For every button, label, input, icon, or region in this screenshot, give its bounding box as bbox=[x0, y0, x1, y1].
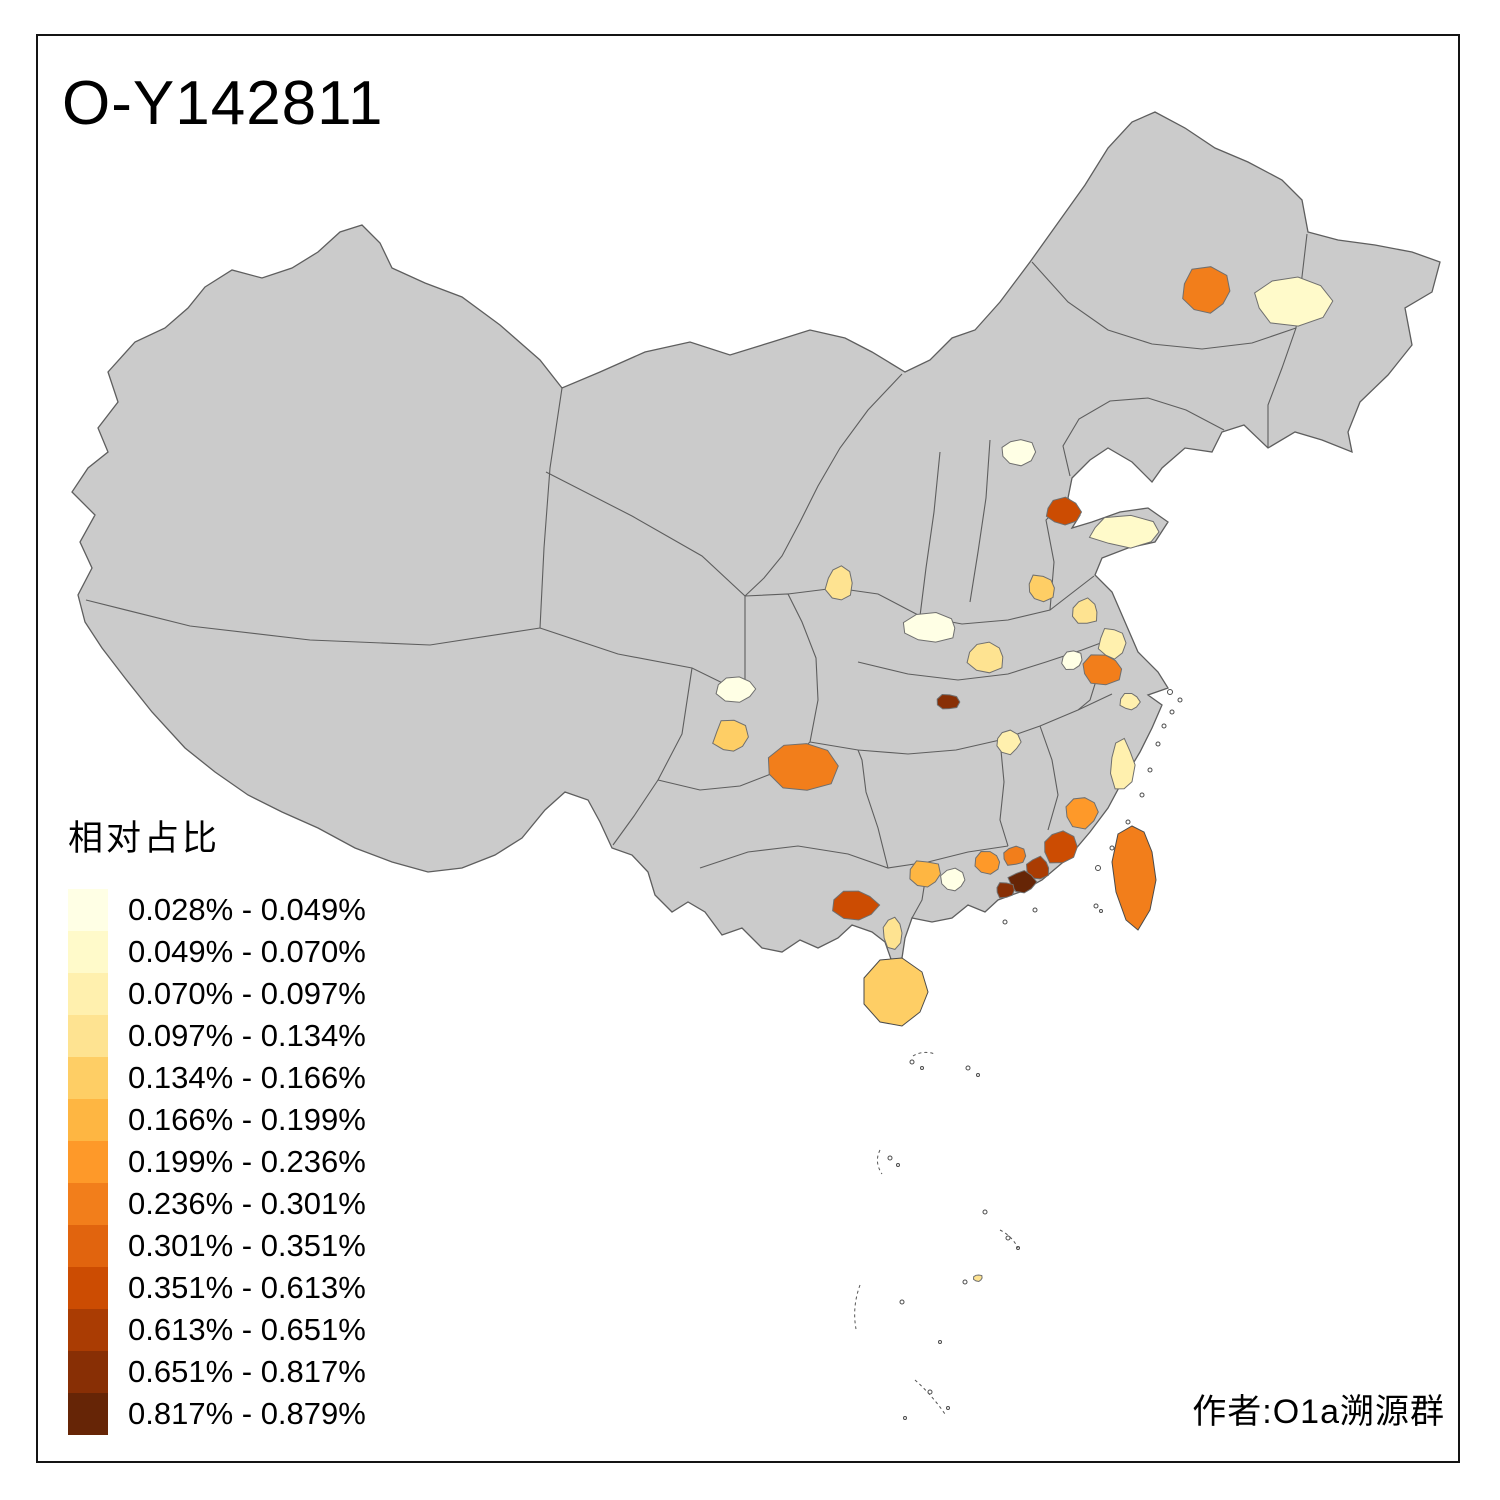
legend-item: 0.301% - 0.351% bbox=[68, 1225, 366, 1267]
legend-swatch bbox=[68, 1183, 108, 1225]
legend-item: 0.070% - 0.097% bbox=[68, 973, 366, 1015]
highlighted-regions bbox=[712, 266, 1334, 1283]
legend-items: 0.028% - 0.049% 0.049% - 0.070% 0.070% - 0… bbox=[68, 889, 366, 1435]
legend-swatch bbox=[68, 1141, 108, 1183]
legend-range-label: 0.049% - 0.070% bbox=[128, 934, 366, 969]
map-region[interactable] bbox=[1254, 276, 1334, 327]
map-region[interactable] bbox=[1119, 693, 1141, 711]
legend-swatch bbox=[68, 1099, 108, 1141]
map-region[interactable] bbox=[1109, 737, 1136, 790]
legend-range-label: 0.351% - 0.613% bbox=[128, 1270, 366, 1305]
legend-swatch bbox=[68, 973, 108, 1015]
legend-range-label: 0.134% - 0.166% bbox=[128, 1060, 366, 1095]
legend-item: 0.199% - 0.236% bbox=[68, 1141, 366, 1183]
map-region[interactable] bbox=[1061, 650, 1083, 671]
map-region[interactable] bbox=[974, 850, 1001, 875]
legend: 相对占比 0.028% - 0.049% 0.049% - 0.070% 0.070… bbox=[68, 810, 366, 1435]
hainan-island[interactable] bbox=[863, 957, 929, 1027]
map-region[interactable] bbox=[824, 565, 853, 601]
map-region[interactable] bbox=[909, 860, 942, 888]
author-credit: 作者:O1a溯源群 bbox=[1192, 1393, 1445, 1431]
map-region[interactable] bbox=[1182, 266, 1231, 314]
map-region[interactable] bbox=[972, 1274, 983, 1283]
sea-islands bbox=[854, 689, 1183, 1420]
legend-range-label: 0.236% - 0.301% bbox=[128, 1186, 366, 1221]
legend-item: 0.236% - 0.301% bbox=[68, 1183, 366, 1225]
taiwan-island[interactable] bbox=[1111, 825, 1157, 931]
map-region[interactable] bbox=[1025, 855, 1050, 880]
plot-frame bbox=[36, 34, 1460, 1463]
map-region[interactable] bbox=[1082, 654, 1123, 686]
legend-swatch bbox=[68, 1057, 108, 1099]
legend-item: 0.613% - 0.651% bbox=[68, 1309, 366, 1351]
map-region[interactable] bbox=[1028, 574, 1055, 603]
legend-range-label: 0.651% - 0.817% bbox=[128, 1354, 366, 1389]
map-region[interactable] bbox=[1097, 627, 1127, 660]
map-region[interactable] bbox=[882, 916, 903, 950]
legend-range-label: 0.301% - 0.351% bbox=[128, 1228, 366, 1263]
legend-range-label: 0.613% - 0.651% bbox=[128, 1312, 366, 1347]
map-region[interactable] bbox=[902, 611, 956, 643]
map-region[interactable] bbox=[1044, 830, 1078, 864]
map-region[interactable] bbox=[712, 719, 749, 752]
legend-swatch bbox=[68, 1393, 108, 1435]
legend-item: 0.097% - 0.134% bbox=[68, 1015, 366, 1057]
legend-range-label: 0.199% - 0.236% bbox=[128, 1144, 366, 1179]
map-region[interactable] bbox=[936, 693, 961, 710]
map-region[interactable] bbox=[996, 882, 1015, 899]
legend-swatch bbox=[68, 1267, 108, 1309]
map-region[interactable] bbox=[1065, 797, 1099, 830]
map-region[interactable] bbox=[1071, 597, 1098, 624]
legend-swatch bbox=[68, 1351, 108, 1393]
map-region[interactable] bbox=[832, 890, 881, 921]
legend-range-label: 0.817% - 0.879% bbox=[128, 1396, 366, 1431]
legend-item: 0.028% - 0.049% bbox=[68, 889, 366, 931]
legend-swatch bbox=[68, 1015, 108, 1057]
legend-item: 0.049% - 0.070% bbox=[68, 931, 366, 973]
legend-swatch bbox=[68, 889, 108, 931]
legend-item: 0.351% - 0.613% bbox=[68, 1267, 366, 1309]
legend-swatch bbox=[68, 931, 108, 973]
legend-item: 0.134% - 0.166% bbox=[68, 1057, 366, 1099]
legend-item: 0.166% - 0.199% bbox=[68, 1099, 366, 1141]
map-region[interactable] bbox=[767, 743, 839, 791]
china-mainland bbox=[71, 111, 1441, 963]
map-region[interactable] bbox=[1003, 845, 1027, 866]
map-region[interactable] bbox=[715, 676, 757, 703]
legend-swatch bbox=[68, 1225, 108, 1267]
map-region[interactable] bbox=[1007, 869, 1038, 894]
map-region[interactable] bbox=[1001, 439, 1037, 467]
legend-swatch bbox=[68, 1309, 108, 1351]
page-title: O-Y142811 bbox=[62, 69, 384, 138]
legend-range-label: 0.070% - 0.097% bbox=[128, 976, 366, 1011]
legend-item: 0.651% - 0.817% bbox=[68, 1351, 366, 1393]
map-region[interactable] bbox=[1088, 514, 1160, 549]
map-region[interactable] bbox=[1045, 496, 1083, 526]
map-region[interactable] bbox=[940, 867, 966, 892]
legend-range-label: 0.028% - 0.049% bbox=[128, 892, 366, 927]
legend-range-label: 0.166% - 0.199% bbox=[128, 1102, 366, 1137]
map-region[interactable] bbox=[996, 729, 1022, 756]
legend-title: 相对占比 bbox=[68, 819, 221, 858]
legend-range-label: 0.097% - 0.134% bbox=[128, 1018, 366, 1053]
map-region[interactable] bbox=[966, 641, 1004, 674]
legend-item: 0.817% - 0.879% bbox=[68, 1393, 366, 1435]
